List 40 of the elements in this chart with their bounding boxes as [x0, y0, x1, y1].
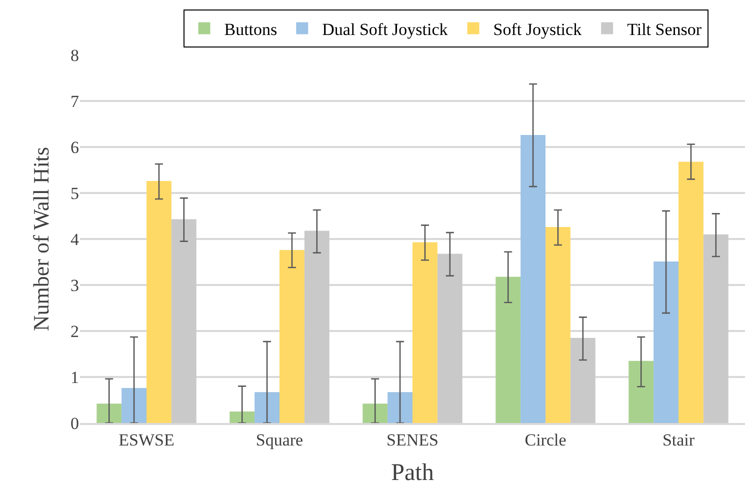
legend-label: Buttons: [224, 20, 278, 39]
bar: [437, 254, 462, 423]
bar: [628, 360, 654, 423]
y-tick-label: 4: [70, 230, 80, 249]
bar: [304, 230, 330, 423]
bar: [280, 250, 304, 423]
x-tick-label: Stair: [662, 430, 695, 450]
bar: [570, 338, 596, 423]
legend-label: Dual Soft Joystick: [322, 20, 448, 39]
bar: [546, 227, 570, 423]
y-axis-title: Number of Wall Hits: [28, 146, 54, 332]
legend-label: Soft Joystick: [493, 20, 582, 39]
bar: [171, 219, 196, 423]
y-tick-label: 0: [70, 414, 79, 433]
bar: [412, 242, 438, 423]
x-tick-label: Circle: [524, 430, 566, 450]
bar: [230, 412, 255, 423]
legend-label: Tilt Sensor: [627, 20, 702, 39]
y-tick-label: 5: [70, 184, 79, 203]
y-tick-label: 6: [70, 138, 79, 157]
x-tick-label: SENES: [386, 430, 438, 450]
x-axis-title: Path: [391, 460, 434, 486]
bar: [678, 162, 704, 423]
bar: [146, 181, 172, 423]
y-tick-label: 2: [70, 322, 79, 341]
bar: [520, 135, 546, 423]
bar: [254, 392, 280, 423]
y-tick-label: 8: [70, 46, 79, 65]
x-tick-label: ESWSE: [118, 430, 174, 450]
y-tick-label: 7: [70, 92, 80, 111]
y-tick-label: 1: [70, 368, 79, 387]
x-tick-label: Square: [256, 430, 304, 450]
bar: [496, 276, 521, 423]
bar: [122, 388, 146, 423]
bar: [703, 234, 728, 423]
bar: [96, 404, 122, 423]
bar: [388, 392, 412, 423]
bar: [362, 404, 388, 423]
y-tick-label: 3: [70, 276, 79, 295]
bar: [654, 262, 678, 423]
